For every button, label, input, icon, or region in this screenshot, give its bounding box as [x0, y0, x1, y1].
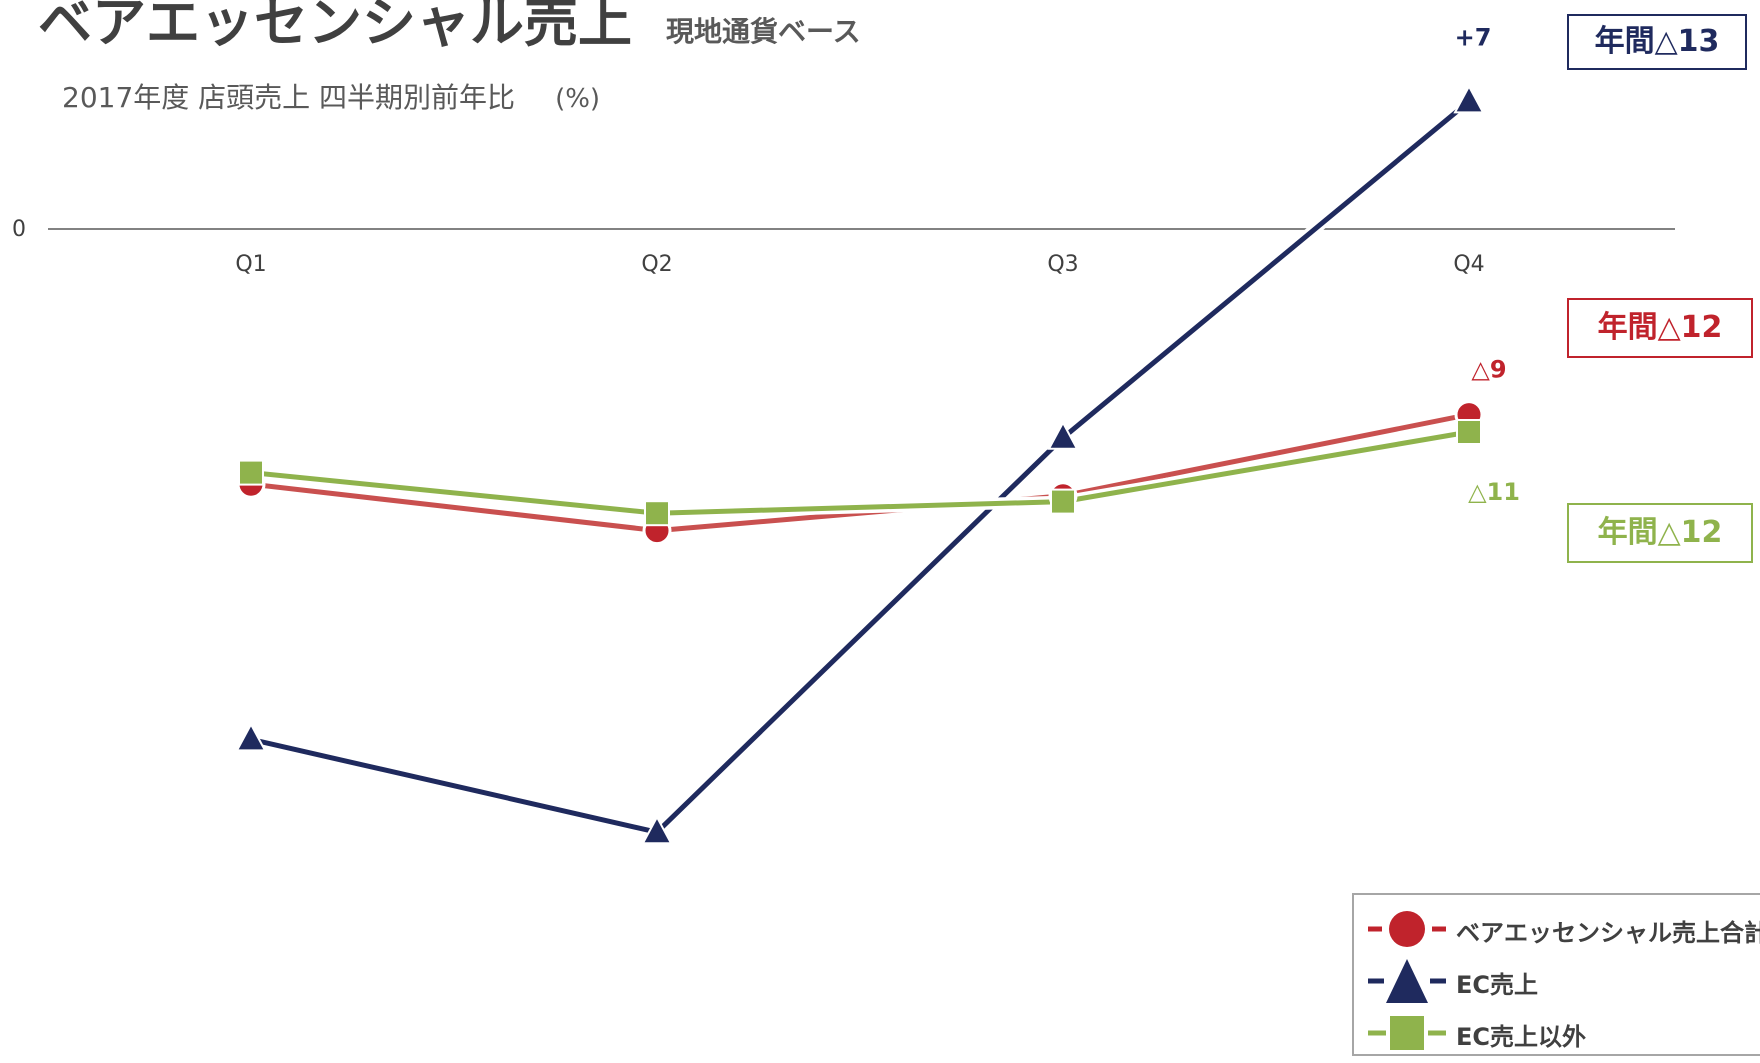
annual-label-non-ec: 年間△12 — [1567, 503, 1753, 563]
legend-item-ec: EC売上 — [1366, 955, 1758, 1007]
legend-label-non-ec: EC売上以外 — [1456, 1023, 1587, 1051]
x-tick-label: Q2 — [641, 252, 672, 277]
data-point-square — [1050, 488, 1076, 515]
title-sub: 現地通貨ベース — [666, 15, 861, 48]
legend-square-icon — [1368, 1016, 1446, 1050]
annual-label-total: 年間△12 — [1567, 298, 1753, 358]
data-point-square — [1456, 419, 1482, 445]
series-line — [250, 99, 1471, 835]
legend-item-total: ベアエッセンシャル売上合計 — [1366, 903, 1760, 955]
data-point-triangle — [641, 815, 673, 845]
data-label: △11 — [1468, 478, 1520, 506]
data-point-triangle — [1453, 84, 1485, 114]
legend-label-ec: EC売上 — [1456, 971, 1539, 999]
legend-triangle-icon — [1368, 959, 1446, 1003]
title-text: ベアエッセンシャル売上 — [38, 0, 632, 54]
chart-subtitle: 2017年度 店頭売上 四半期別前年比 (%) — [62, 76, 600, 116]
x-tick-label: Q3 — [1047, 252, 1078, 277]
page-title: ベアエッセンシャル売上 現地通貨ベース — [38, 0, 861, 57]
series-line — [250, 429, 1470, 516]
x-tick-label: Q4 — [1453, 252, 1484, 277]
legend-label-total: ベアエッセンシャル売上合計 — [1456, 919, 1760, 947]
unit-label: (%) — [555, 84, 601, 114]
x-tick-label: Q1 — [235, 252, 266, 277]
y-tick-label: 0 — [12, 217, 26, 242]
annual-label-ec: 年間△13 — [1567, 14, 1747, 70]
data-point-triangle — [1047, 420, 1079, 450]
data-point-triangle — [235, 722, 267, 752]
data-label: △9 — [1471, 356, 1506, 384]
data-point-square — [644, 500, 670, 527]
legend-item-non-ec: EC売上以外 — [1366, 1007, 1758, 1059]
subtitle-text: 2017年度 店頭売上 四半期別前年比 — [62, 81, 516, 114]
legend-circle-icon — [1368, 911, 1446, 947]
chart-legend: ベアエッセンシャル売上合計 EC売上 EC売上以外 — [1352, 893, 1760, 1056]
data-label: +7 — [1455, 23, 1492, 51]
data-point-square — [238, 459, 264, 486]
